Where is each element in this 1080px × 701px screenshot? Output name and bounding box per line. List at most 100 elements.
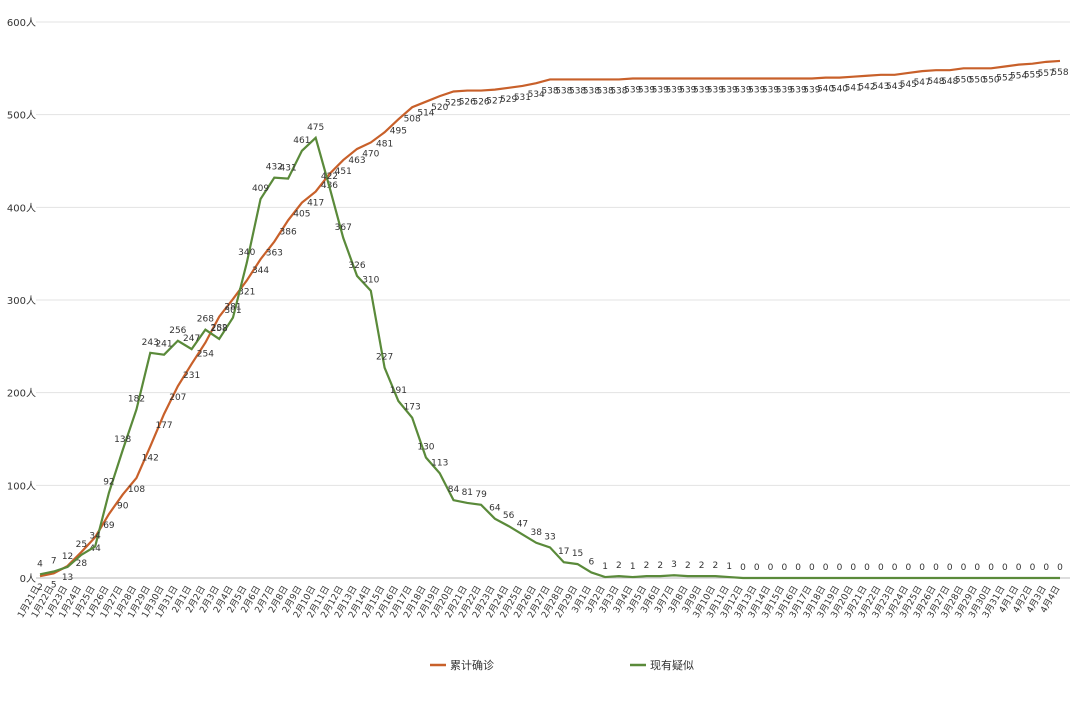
legend-item: 累计确诊 (430, 658, 494, 672)
data-label: 0 (809, 563, 815, 573)
data-label: 539 (624, 86, 641, 96)
data-label: 534 (528, 90, 545, 100)
legend-item: 现有疑似 (630, 658, 694, 672)
data-label: 475 (307, 123, 324, 133)
data-label: 481 (376, 139, 393, 149)
data-label: 0 (1002, 563, 1008, 573)
data-label: 550 (969, 75, 986, 85)
data-label: 282 (211, 324, 228, 334)
data-label: 386 (280, 227, 297, 237)
data-label: 422 (321, 172, 338, 182)
data-label: 539 (638, 86, 655, 96)
data-label: 2 (657, 561, 663, 571)
data-label: 461 (293, 136, 310, 146)
data-label: 1 (630, 562, 636, 572)
data-label: 0 (988, 563, 994, 573)
y-tick-label: 100人 (7, 480, 36, 492)
data-label: 173 (404, 403, 421, 413)
data-label: 64 (489, 504, 501, 514)
data-label: 542 (858, 83, 875, 93)
data-label: 2 (616, 561, 622, 571)
data-label: 5 (51, 580, 57, 590)
data-label: 4 (37, 559, 43, 569)
data-label: 0 (947, 563, 953, 573)
data-label: 543 (872, 82, 889, 92)
data-label: 56 (503, 511, 515, 521)
data-label: 92 (103, 478, 114, 488)
data-label: 130 (417, 443, 434, 453)
data-label: 538 (555, 86, 572, 96)
data-label: 191 (390, 386, 407, 396)
data-label: 539 (693, 86, 710, 96)
data-label: 108 (128, 485, 145, 495)
data-label: 550 (982, 75, 999, 85)
data-label: 451 (335, 167, 352, 177)
data-label: 0 (740, 563, 746, 573)
data-label: 539 (665, 86, 682, 96)
data-label: 526 (459, 98, 476, 108)
data-label: 557 (1038, 69, 1055, 79)
data-label: 90 (117, 502, 129, 512)
data-label: 470 (362, 149, 379, 159)
data-label: 254 (197, 350, 214, 360)
data-label: 256 (169, 326, 186, 336)
data-label: 529 (500, 95, 517, 105)
data-label: 79 (475, 490, 487, 500)
data-label: 15 (572, 549, 583, 559)
data-label: 177 (155, 421, 172, 431)
data-label: 17 (558, 547, 569, 557)
data-label: 541 (845, 84, 862, 94)
data-label: 0 (892, 563, 898, 573)
data-label: 2 (685, 561, 691, 571)
data-label: 84 (448, 485, 460, 495)
data-label: 81 (462, 488, 473, 498)
data-label: 281 (224, 303, 241, 313)
data-label: 531 (514, 93, 531, 103)
data-label: 247 (183, 334, 200, 344)
series-line (39, 59, 1061, 578)
y-tick-label: 300人 (7, 295, 36, 307)
data-label: 142 (142, 453, 159, 463)
data-label: 25 (76, 540, 87, 550)
data-label: 525 (445, 99, 462, 109)
data-label: 113 (431, 458, 448, 468)
y-tick-label: 600人 (7, 17, 36, 29)
data-label: 340 (238, 248, 255, 258)
data-label: 0 (1057, 563, 1063, 573)
data-label: 539 (762, 86, 779, 96)
data-label: 539 (748, 86, 765, 96)
data-label: 526 (472, 98, 489, 108)
data-label: 0 (919, 563, 925, 573)
data-label: 2 (37, 583, 43, 593)
data-label: 47 (517, 519, 528, 529)
data-label: 34 (89, 531, 101, 541)
data-label: 0 (1016, 563, 1022, 573)
data-label: 555 (1024, 71, 1041, 81)
data-label: 363 (266, 249, 283, 259)
data-label: 326 (348, 261, 365, 271)
data-label: 538 (610, 86, 627, 96)
data-label: 538 (583, 86, 600, 96)
data-label: 0 (878, 563, 884, 573)
data-label: 539 (679, 86, 696, 96)
data-label: 12 (62, 552, 73, 562)
data-label: 0 (961, 563, 967, 573)
data-label: 231 (183, 371, 200, 381)
data-label: 520 (431, 103, 448, 113)
data-label: 0 (754, 563, 760, 573)
data-label: 310 (362, 276, 379, 286)
data-label: 539 (790, 86, 807, 96)
data-label: 514 (417, 109, 434, 119)
data-label: 540 (831, 85, 848, 95)
data-label: 28 (76, 559, 88, 569)
data-label: 0 (906, 563, 912, 573)
data-label: 321 (238, 288, 255, 298)
data-label: 508 (404, 114, 421, 124)
legend-label: 现有疑似 (650, 658, 694, 672)
data-label: 538 (541, 86, 558, 96)
data-label: 554 (1010, 72, 1027, 82)
data-label: 38 (530, 528, 542, 538)
data-label: 550 (955, 75, 972, 85)
data-label: 243 (142, 338, 159, 348)
